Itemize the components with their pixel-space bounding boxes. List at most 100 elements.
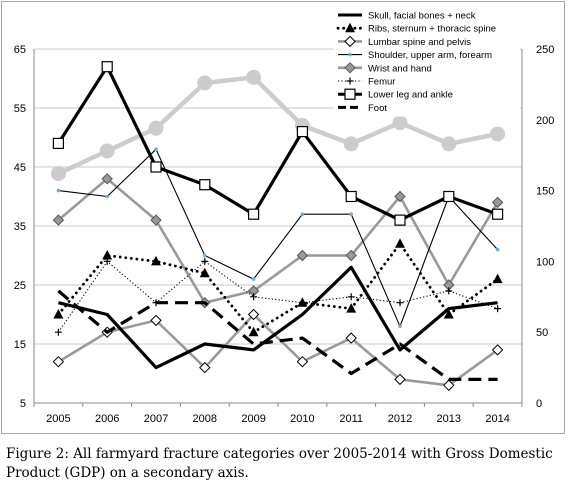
data-point-diamond: [101, 173, 113, 185]
data-point-square: [101, 61, 113, 73]
data-point-diamond: [394, 190, 406, 203]
legend-label: Lumbar spine and pelvis: [368, 37, 471, 48]
data-point-triangle: [492, 273, 503, 284]
data-point-diamond: [52, 355, 65, 368]
data-point-square: [296, 125, 308, 138]
y-left-tick-label: 65: [14, 44, 26, 56]
data-point-dot: [349, 212, 354, 216]
data-point-square: [150, 161, 162, 173]
y-left-tick-label: 55: [14, 103, 26, 115]
data-point-plus: [445, 287, 453, 295]
data-point-triangle: [248, 326, 259, 337]
data-point-diamond: [296, 249, 309, 262]
y-right-tick-label: 250: [536, 44, 554, 56]
legend-label: Foot: [368, 103, 387, 114]
legend-label: Ribs, sternum + thoracic spine: [368, 24, 496, 35]
y-left-tick-label: 25: [14, 280, 26, 292]
y-left-tick-label: 5: [20, 398, 26, 410]
series-line: [57, 75, 499, 176]
data-point-dot: [56, 188, 61, 193]
y-right-tick-label: 150: [536, 186, 554, 198]
data-point-diamond: [247, 308, 260, 321]
data-point-diamond: [199, 361, 211, 374]
fracture-line-chart: 5 15 25 35 45 55 65 0 50 100 150 200 250 2005 2006 2007…: [13, 7, 555, 425]
data-point-plus: [347, 293, 355, 301]
data-point-diamond: [345, 249, 357, 262]
x-tick-label: 2005: [46, 413, 70, 425]
legend-label: Skull, facial bones + neck: [368, 11, 476, 22]
data-point-square: [344, 88, 356, 100]
data-point-plus: [54, 328, 62, 336]
data-point-triangle: [102, 250, 113, 260]
data-point-square: [52, 137, 65, 149]
data-point-dot: [398, 324, 402, 329]
figure-caption: Figure 2: All farmyard fracture categori…: [6, 446, 553, 481]
y-right-tick-label: 100: [536, 256, 554, 268]
legend-background: [334, 7, 520, 117]
series-line: [57, 65, 499, 222]
data-point-plus: [396, 299, 404, 307]
data-point-circle: [99, 143, 115, 159]
y-left-tick-label: 15: [14, 339, 26, 351]
data-point-diamond: [344, 35, 356, 48]
data-point-diamond: [491, 344, 504, 356]
legend-label: Femur: [368, 77, 395, 88]
data-point-square: [345, 190, 357, 203]
data-point-dot: [154, 147, 158, 152]
data-point-circle: [343, 136, 359, 152]
data-point-plus: [494, 305, 502, 313]
data-point-plus: [201, 257, 209, 265]
data-point-square: [199, 179, 211, 191]
series-line: [57, 242, 500, 334]
data-point-dot: [495, 247, 500, 252]
data-point-diamond: [150, 314, 162, 327]
data-point-square: [394, 214, 406, 226]
y-right-tick-label: 0: [536, 398, 542, 410]
data-point-diamond: [443, 379, 455, 392]
data-point-plus: [346, 77, 354, 85]
data-point-circle: [246, 69, 262, 85]
data-point-triangle: [345, 22, 355, 33]
legend-label: Shoulder, upper arm, forearm: [368, 50, 492, 61]
y-right-tick-label: 200: [536, 115, 554, 127]
data-point-circle: [392, 115, 408, 131]
data-point-triangle: [53, 309, 64, 319]
legend-label: Wrist and hand: [368, 63, 432, 74]
data-point-triangle: [199, 267, 210, 278]
data-point-triangle: [346, 303, 357, 313]
data-point-circle: [148, 120, 164, 136]
x-tick-label: 2007: [144, 413, 168, 425]
data-point-circle: [490, 126, 506, 142]
data-point-diamond: [345, 332, 357, 344]
data-point-triangle: [297, 297, 308, 307]
data-point-plus: [250, 293, 258, 301]
data-point-diamond: [150, 214, 162, 226]
data-point-diamond: [52, 214, 65, 226]
y-left-tick-label: 45: [14, 162, 26, 174]
series-line: [58, 148, 499, 327]
data-point-diamond: [394, 373, 406, 386]
data-point-diamond: [491, 196, 504, 209]
x-tick-label: 2012: [388, 413, 412, 425]
data-point-triangle: [151, 255, 161, 266]
series-line: [58, 265, 498, 370]
x-tick-label: 2009: [241, 413, 265, 425]
data-point-dot: [251, 277, 256, 281]
data-point-square: [443, 190, 455, 203]
legend-label: Lower leg and ankle: [368, 90, 453, 101]
data-point-diamond: [344, 62, 356, 74]
data-point-dot: [348, 52, 352, 57]
data-point-triangle: [443, 309, 454, 319]
x-tick-label: 2013: [437, 413, 461, 425]
data-point-dot: [203, 253, 207, 258]
data-point-dot: [300, 212, 305, 216]
x-tick-label: 2011: [339, 413, 363, 425]
data-point-triangle: [395, 238, 405, 248]
data-point-circle: [50, 166, 66, 182]
data-point-circle: [441, 136, 457, 152]
data-point-circle: [197, 75, 213, 91]
data-point-diamond: [296, 355, 309, 368]
data-point-square: [492, 208, 504, 220]
series-line: [57, 289, 498, 381]
data-point-dot: [105, 194, 109, 199]
